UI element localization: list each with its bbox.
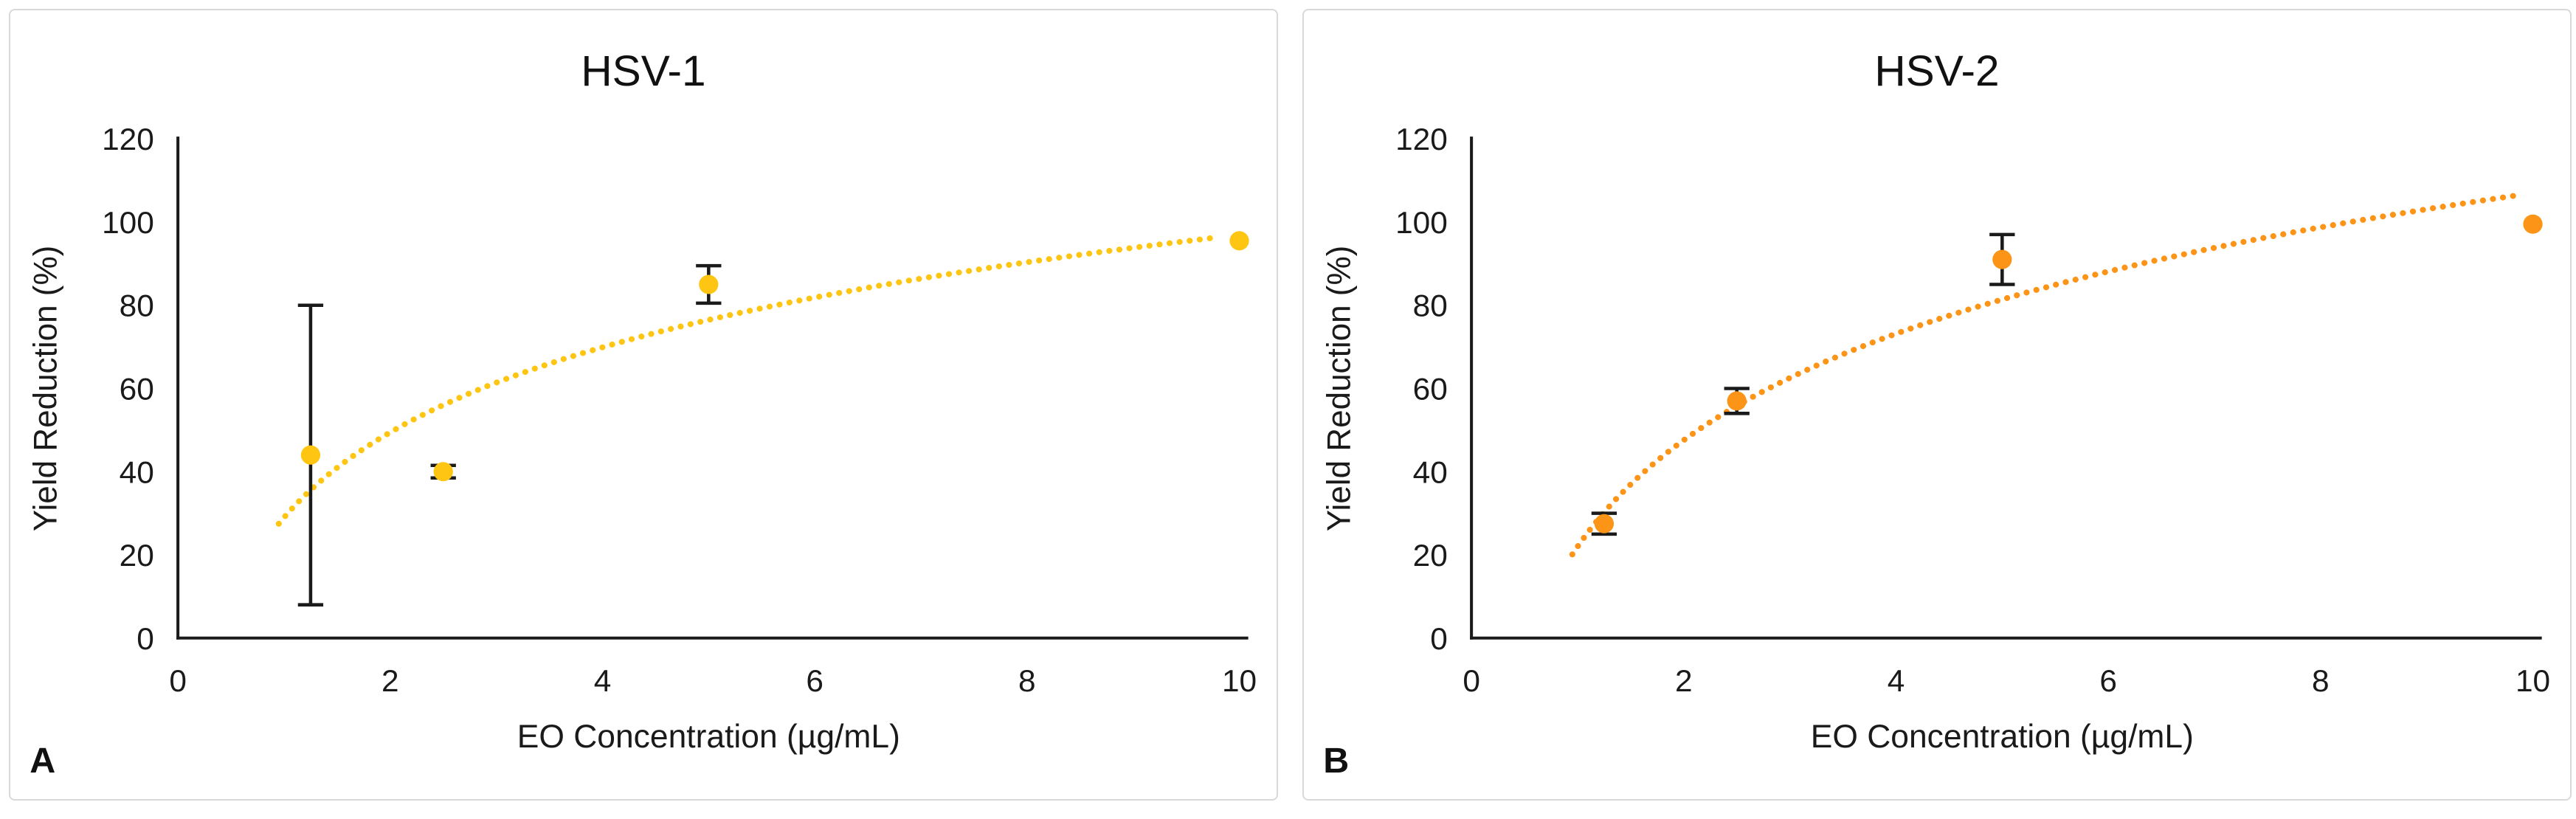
y-tick-label: 100 (102, 205, 154, 240)
x-tick-label: 0 (169, 663, 187, 698)
data-point (699, 274, 719, 294)
y-tick-label: 100 (1395, 205, 1448, 240)
y-tick-label: 0 (137, 621, 154, 656)
data-point (1594, 514, 1615, 533)
data-point (300, 445, 321, 465)
trendline (1569, 191, 2526, 558)
x-tick-label: 0 (1463, 663, 1480, 698)
x-axis-title: EO Concentration (µg/mL) (517, 719, 900, 755)
y-tick-label: 0 (1430, 621, 1448, 656)
data-point (433, 462, 453, 482)
y-tick-label: 120 (1395, 122, 1448, 156)
data-point (2523, 214, 2543, 234)
y-axis-title: Yield Reduction (%) (1321, 246, 1357, 531)
panel-a-card: HSV-1 0 20 40 60 80 100 120 0 2 4 6 8 10 EO Concentrat… (9, 9, 1278, 801)
chart-title: HSV-1 (581, 47, 705, 95)
x-tick-label: 2 (381, 663, 399, 698)
y-tick-label: 120 (102, 122, 154, 156)
panel-letter: B (1323, 741, 1349, 781)
y-tick-label: 60 (120, 372, 154, 407)
chart-hsv1: HSV-1 0 20 40 60 80 100 120 0 2 4 6 8 10 EO Concentrat… (27, 47, 1257, 781)
x-axis-title: EO Concentration (µg/mL) (1811, 719, 2194, 755)
y-tick-label: 20 (1413, 538, 1448, 573)
data-point (1992, 249, 2012, 269)
trendline (275, 234, 1221, 527)
panel-letter: A (30, 741, 55, 781)
chart-title: HSV-2 (1874, 47, 1999, 95)
x-tick-label: 4 (594, 663, 612, 698)
x-tick-label: 4 (1888, 663, 1905, 698)
x-tick-label: 6 (2099, 663, 2117, 698)
x-tick-label: 10 (2515, 663, 2550, 698)
y-tick-label: 60 (1413, 372, 1448, 407)
y-tick-label: 80 (120, 288, 154, 323)
y-tick-label: 40 (120, 455, 154, 489)
chart-hsv2: HSV-2 0 20 40 60 80 100 120 0 2 4 6 8 10 EO Concentrat… (1321, 47, 2550, 781)
x-tick-label: 6 (806, 663, 823, 698)
x-tick-label: 2 (1675, 663, 1693, 698)
data-point (1727, 391, 1747, 411)
x-tick-label: 8 (1018, 663, 1036, 698)
y-tick-label: 20 (120, 538, 154, 573)
x-tick-label: 8 (2312, 663, 2330, 698)
y-axis-title: Yield Reduction (%) (27, 246, 63, 531)
y-tick-label: 40 (1413, 455, 1448, 489)
x-tick-label: 10 (1222, 663, 1257, 698)
y-tick-label: 80 (1413, 288, 1448, 323)
data-point (1229, 231, 1249, 251)
panel-b-card: HSV-2 0 20 40 60 80 100 120 0 2 4 6 8 10 EO Concentrat… (1302, 9, 2572, 801)
